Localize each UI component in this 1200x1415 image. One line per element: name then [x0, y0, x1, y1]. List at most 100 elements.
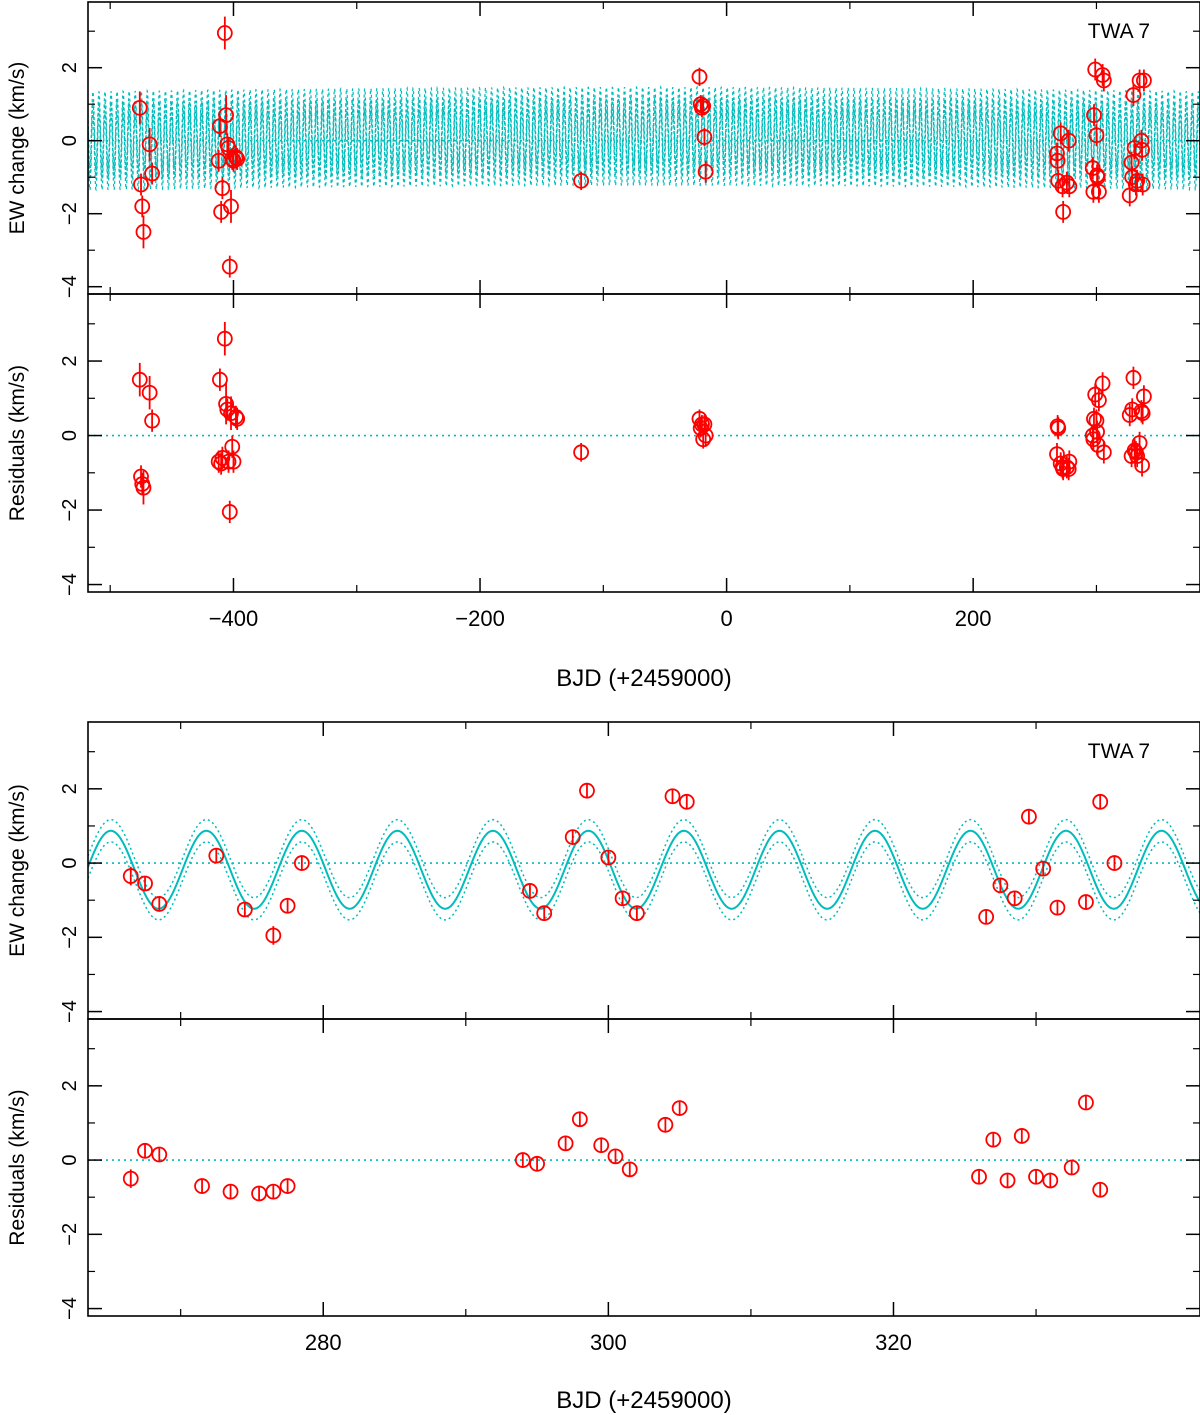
- data-point: [579, 782, 595, 799]
- data-point: [621, 1161, 638, 1178]
- data-point: [225, 453, 242, 470]
- data-point: [1086, 107, 1102, 124]
- y-tick-label: −4: [59, 1000, 81, 1023]
- data-point: [265, 927, 282, 944]
- data-point: [1050, 420, 1067, 437]
- data-point: [1085, 183, 1102, 200]
- data-point: [1091, 183, 1107, 200]
- data-point: [671, 1100, 688, 1116]
- panel-residuals: −4 −2 0 2 Residuals (km/s): [6, 293, 1200, 596]
- panel-residuals: −4 −2 0 2 Residuals (km/s): [6, 1018, 1200, 1320]
- model-curve: [88, 818, 1200, 921]
- data-point: [141, 136, 158, 153]
- y-tick-label: −4: [59, 1297, 81, 1320]
- data-point: [229, 151, 246, 167]
- data-point: [1125, 369, 1142, 386]
- data-points: [131, 16, 1152, 278]
- data-point: [131, 371, 148, 388]
- data-point: [514, 1152, 531, 1168]
- data-point: [1131, 435, 1148, 451]
- data-point: [1061, 453, 1078, 470]
- y-tick-label: −4: [59, 573, 81, 596]
- data-point: [985, 1131, 1002, 1148]
- data-point: [1013, 1128, 1030, 1144]
- x-tick-label: 300: [590, 1330, 627, 1355]
- panel-frame: [87, 721, 1200, 1020]
- model-band-lower: [88, 841, 1200, 921]
- data-point: [216, 25, 233, 41]
- data-point: [223, 198, 239, 215]
- data-point: [614, 890, 631, 907]
- panel-ew-change: −4 −2 0 2 EW change (km/s) TWA 7: [6, 1, 1200, 298]
- data-point: [1088, 127, 1105, 144]
- data-points: [122, 782, 1123, 945]
- data-point: [1021, 808, 1037, 825]
- data-point: [1060, 132, 1077, 149]
- data-point: [664, 788, 681, 805]
- data-point: [696, 129, 713, 145]
- x-tick-label: 320: [875, 1330, 912, 1355]
- data-point: [218, 395, 234, 412]
- data-point: [992, 877, 1009, 894]
- y-tick-label: 2: [59, 1080, 81, 1091]
- data-point: [694, 99, 710, 116]
- chart-zoom: −4 −2 0 2 EW change (km/s) TWA 7 −4 −2 0 2 Residua…: [6, 721, 1200, 1414]
- x-tick-label: 280: [305, 1330, 342, 1355]
- data-point: [571, 1111, 588, 1128]
- data-point: [137, 875, 153, 892]
- data-point: [1063, 1159, 1080, 1176]
- data-point: [522, 883, 538, 899]
- data-point: [607, 1148, 624, 1165]
- data-point: [696, 416, 713, 433]
- data-point: [144, 165, 161, 182]
- y-tick-label: 0: [59, 135, 81, 146]
- data-point: [593, 1137, 610, 1154]
- data-point: [1136, 388, 1152, 405]
- data-point: [695, 431, 712, 448]
- data-point: [691, 68, 708, 85]
- data-point: [1124, 169, 1141, 186]
- data-point: [1094, 375, 1111, 392]
- data-point: [224, 438, 241, 455]
- data-point: [144, 412, 161, 429]
- data-point: [137, 1142, 153, 1159]
- data-point: [131, 99, 148, 116]
- data-point: [1094, 67, 1111, 83]
- data-point: [564, 829, 581, 845]
- data-point: [1055, 203, 1072, 220]
- data-point: [135, 479, 152, 496]
- data-point: [573, 172, 590, 189]
- data-point: [279, 1178, 296, 1194]
- data-point: [1092, 793, 1109, 810]
- data-point: [122, 868, 139, 884]
- data-point: [529, 1155, 545, 1172]
- data-point: [1078, 894, 1094, 910]
- data-point: [228, 149, 244, 166]
- data-points: [131, 321, 1152, 524]
- data-point: [216, 330, 233, 347]
- data-point: [1035, 860, 1052, 877]
- data-point: [999, 1172, 1016, 1189]
- data-point: [1134, 457, 1150, 474]
- data-point: [1061, 178, 1078, 195]
- panel-frame: [87, 1018, 1200, 1317]
- annotation-label: TWA 7: [1088, 20, 1150, 43]
- data-point: [221, 258, 238, 275]
- data-point: [218, 107, 234, 124]
- data-point: [122, 1170, 139, 1187]
- data-point: [151, 1146, 168, 1163]
- data-point: [212, 371, 228, 388]
- data-point: [135, 224, 152, 240]
- data-point: [1106, 855, 1123, 871]
- y-axis-label: Residuals (km/s): [6, 1089, 29, 1245]
- data-point: [1006, 890, 1023, 907]
- x-tick-label: 200: [955, 606, 992, 631]
- data-point: [678, 793, 695, 810]
- data-point: [628, 905, 645, 922]
- data-point: [1092, 1181, 1109, 1198]
- data-point: [133, 468, 149, 485]
- data-point: [1136, 72, 1152, 89]
- data-point: [657, 1116, 674, 1133]
- y-tick-label: 2: [59, 355, 81, 366]
- data-point: [293, 855, 310, 871]
